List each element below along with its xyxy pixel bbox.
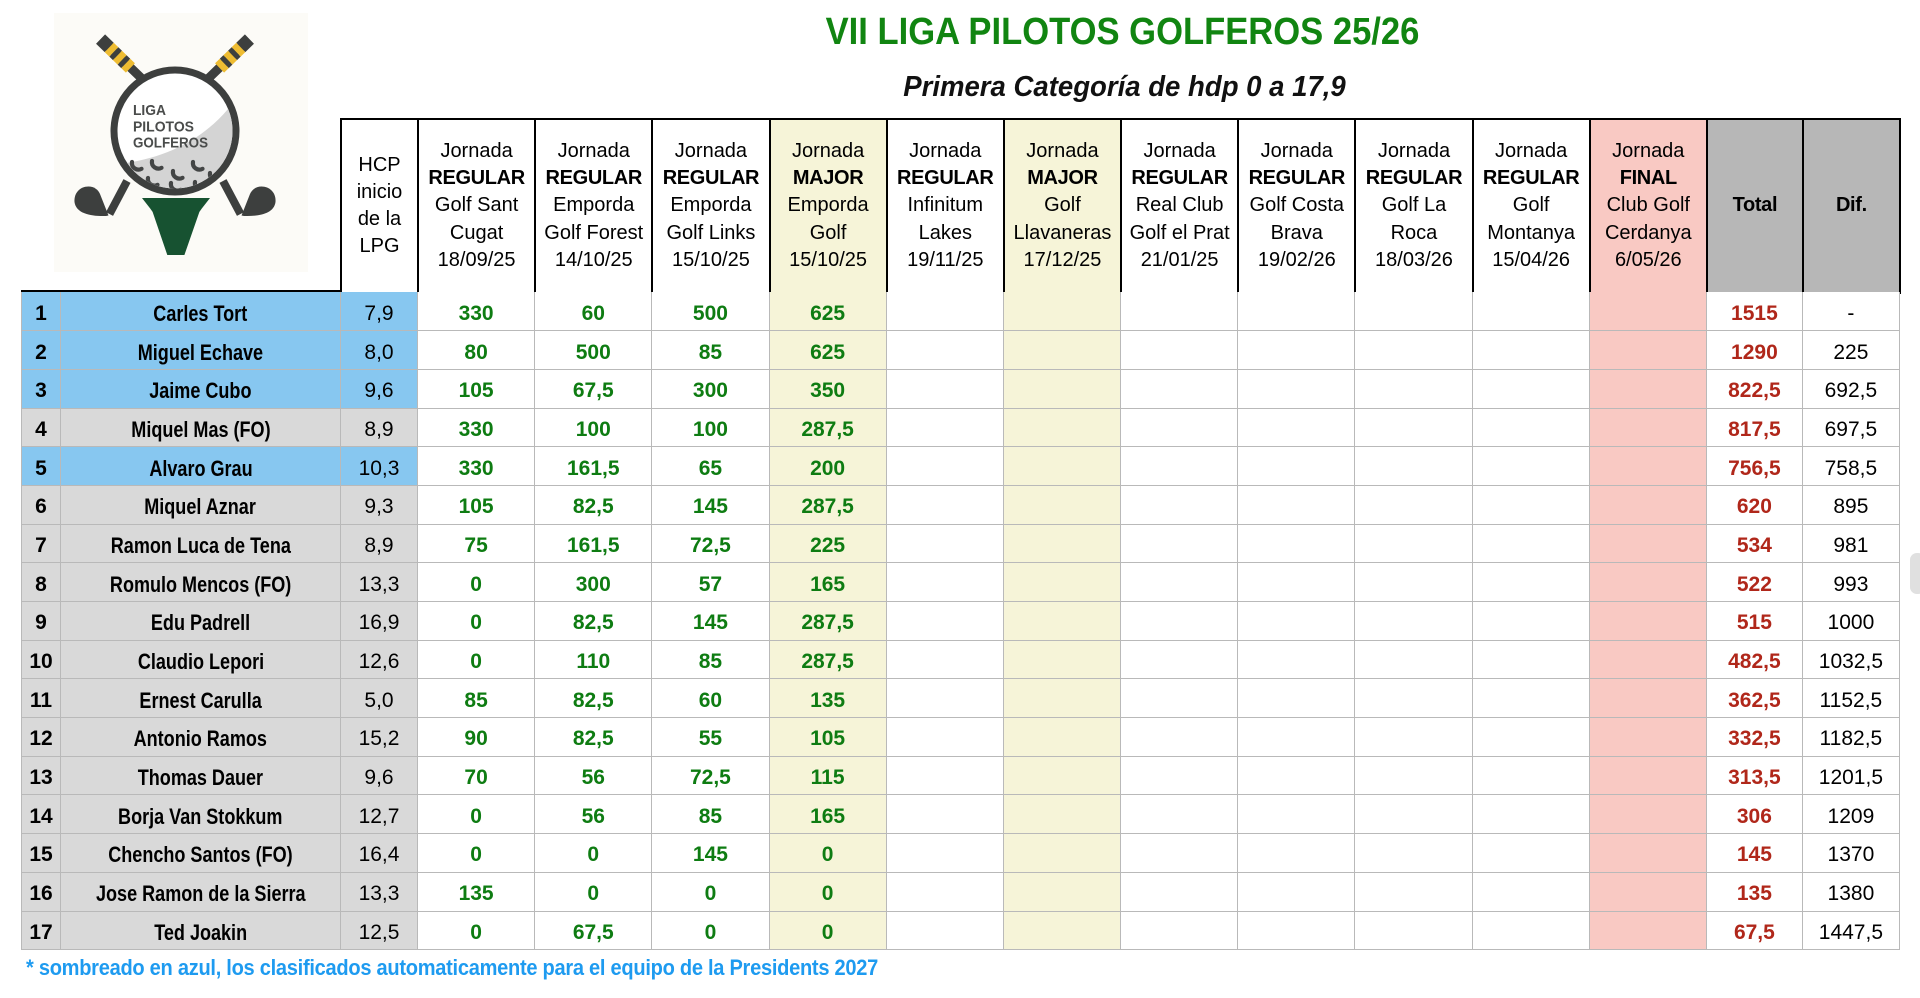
svg-text:PILOTOS: PILOTOS xyxy=(133,119,194,136)
svg-text:LIGA: LIGA xyxy=(133,102,166,119)
svg-text:GOLFEROS: GOLFEROS xyxy=(133,135,208,152)
